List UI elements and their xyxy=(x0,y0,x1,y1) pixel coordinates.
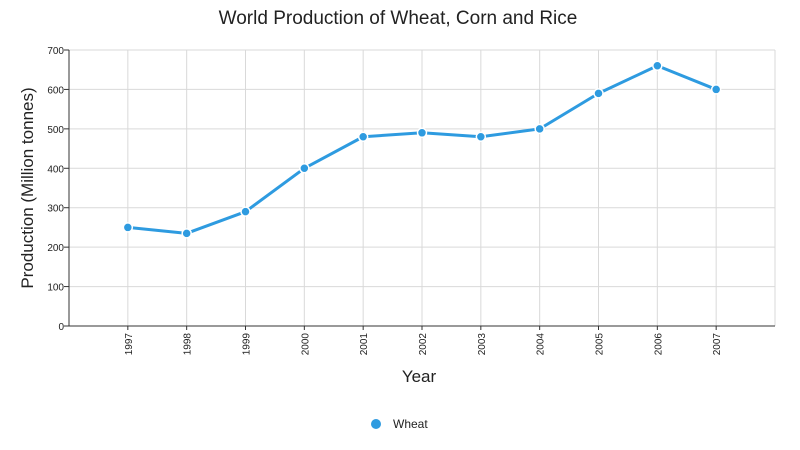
x-axis-title: Year xyxy=(402,367,437,386)
x-tick-label: 1998 xyxy=(183,333,194,356)
x-tick-label: 1999 xyxy=(242,333,253,356)
y-tick-label: 700 xyxy=(47,46,64,57)
legend-label-wheat[interactable]: Wheat xyxy=(393,417,428,431)
grid-lines xyxy=(69,49,776,326)
y-tick-label: 400 xyxy=(47,164,64,175)
x-tick-label: 2003 xyxy=(477,333,488,356)
legend-marker-wheat[interactable] xyxy=(371,419,381,429)
data-point-wheat[interactable] xyxy=(299,163,310,174)
x-tick-label: 2005 xyxy=(595,333,606,356)
data-point-wheat[interactable] xyxy=(652,60,663,72)
y-tick-label: 300 xyxy=(47,204,64,215)
series-layer xyxy=(122,60,722,239)
legend[interactable]: Wheat xyxy=(371,417,428,431)
data-point-wheat[interactable] xyxy=(240,206,251,217)
data-point-wheat[interactable] xyxy=(593,88,604,99)
data-point-wheat[interactable] xyxy=(710,84,722,95)
data-point-wheat[interactable] xyxy=(416,127,428,139)
axes: 0 100 200 300 400 500 600 700 1997 1998 1999 2000 20… xyxy=(47,46,775,355)
data-point-wheat[interactable] xyxy=(181,228,192,239)
data-point-wheat[interactable] xyxy=(357,131,369,142)
x-tick-label: 2004 xyxy=(536,333,547,356)
y-tick-label: 0 xyxy=(58,322,64,333)
y-tick-label: 600 xyxy=(47,85,64,96)
y-tick-label: 100 xyxy=(47,283,64,294)
x-tick-label: 1997 xyxy=(124,333,135,356)
x-tick-label: 2000 xyxy=(300,333,311,356)
x-tick-label: 2001 xyxy=(359,333,370,356)
y-tick-label: 500 xyxy=(47,125,64,136)
data-point-wheat[interactable] xyxy=(122,222,134,233)
data-point-wheat[interactable] xyxy=(534,123,545,135)
data-point-wheat[interactable] xyxy=(475,131,487,142)
x-tick-label: 2002 xyxy=(418,333,429,356)
x-tick-label: 2007 xyxy=(712,333,723,356)
y-axis-title: Production (Million tonnes) xyxy=(18,87,37,288)
x-tick-label: 2006 xyxy=(653,333,664,356)
chart-title: World Production of Wheat, Corn and Rice xyxy=(219,8,578,29)
y-tick-label: 200 xyxy=(47,243,64,254)
